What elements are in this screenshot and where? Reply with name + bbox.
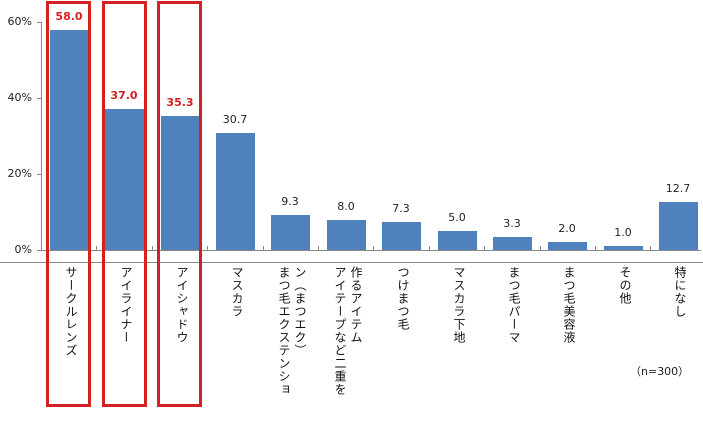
bar bbox=[382, 222, 421, 250]
bar-value-label: 2.0 bbox=[558, 222, 576, 235]
category-label: つけまつ毛 bbox=[395, 266, 411, 331]
category-label-line: つけまつ毛 bbox=[396, 266, 410, 331]
x-axis bbox=[41, 250, 701, 251]
category-label: その他 bbox=[617, 266, 633, 305]
x-tick bbox=[207, 246, 208, 250]
bar-value-label: 35.3 bbox=[166, 96, 194, 109]
x-tick bbox=[318, 246, 319, 250]
category-label-line: その他 bbox=[618, 266, 632, 305]
bar-value-label: 3.3 bbox=[503, 217, 521, 230]
bar bbox=[604, 246, 643, 250]
category-label: マスカラ下地 bbox=[451, 266, 467, 344]
category-label-line: 特になし bbox=[673, 266, 687, 318]
bar-value-label: 37.0 bbox=[110, 89, 138, 102]
category-label-line: まつ毛パーマ bbox=[507, 266, 521, 344]
y-tick bbox=[37, 250, 41, 251]
x-tick bbox=[263, 246, 264, 250]
bar bbox=[659, 202, 698, 250]
x-tick bbox=[96, 246, 97, 250]
x-tick bbox=[152, 246, 153, 250]
bar-value-label: 12.7 bbox=[665, 182, 691, 195]
x-tick bbox=[650, 246, 651, 250]
bar-value-label: 5.0 bbox=[448, 211, 466, 224]
category-label: 作るアイテム アイテープなど二重を bbox=[332, 266, 364, 396]
highlight-box bbox=[102, 1, 147, 407]
bar-value-label: 30.7 bbox=[222, 113, 248, 126]
category-label: マスカラ bbox=[229, 266, 245, 318]
category-label-line: まつ毛美容液 bbox=[562, 266, 576, 344]
bar bbox=[438, 231, 477, 250]
x-tick bbox=[484, 246, 485, 250]
y-tick bbox=[37, 98, 41, 99]
highlight-box bbox=[46, 1, 91, 407]
category-label: ン（まつエク） まつ毛エクステンショ bbox=[276, 266, 308, 396]
bar-value-label: 9.3 bbox=[281, 195, 299, 208]
y-tick-label-20: 20% bbox=[7, 167, 32, 180]
category-label: サークルレンズ bbox=[63, 266, 79, 357]
y-axis bbox=[41, 22, 42, 251]
bar-value-label: 1.0 bbox=[614, 226, 632, 239]
category-label-line: 作るアイテム bbox=[349, 266, 363, 344]
bar-value-label: 58.0 bbox=[55, 10, 83, 23]
x-tick bbox=[373, 246, 374, 250]
category-label-line: ン（まつエク） bbox=[293, 266, 307, 357]
category-label: まつ毛美容液 bbox=[561, 266, 577, 344]
sample-size-note: （n=300） bbox=[630, 365, 690, 378]
category-label: まつ毛パーマ bbox=[506, 266, 522, 344]
category-label-line: マスカラ bbox=[230, 266, 244, 318]
y-tick-label-0: 0% bbox=[14, 243, 32, 256]
x-tick bbox=[540, 246, 541, 250]
category-label-line: サークルレンズ bbox=[64, 266, 78, 357]
y-tick bbox=[37, 174, 41, 175]
highlight-box bbox=[157, 1, 202, 407]
bar bbox=[271, 215, 310, 250]
bar bbox=[216, 133, 255, 250]
x-tick bbox=[595, 246, 596, 250]
category-label-line: まつ毛エクステンショ bbox=[277, 266, 291, 396]
x-tick bbox=[429, 246, 430, 250]
bar-value-label: 7.3 bbox=[392, 202, 410, 215]
bar-value-label: 8.0 bbox=[337, 200, 355, 213]
y-tick-label-60: 60% bbox=[7, 15, 32, 28]
category-separator-line bbox=[0, 262, 703, 263]
category-label: アイライナー bbox=[118, 266, 134, 344]
bar bbox=[548, 242, 587, 250]
y-tick bbox=[37, 22, 41, 23]
bar bbox=[327, 220, 366, 250]
bar bbox=[50, 30, 89, 250]
bar bbox=[493, 237, 532, 250]
category-label-line: アイテープなど二重を bbox=[333, 266, 347, 396]
category-label-line: アイライナー bbox=[119, 266, 133, 344]
category-label-line: アイシャドウ bbox=[175, 266, 189, 344]
category-label: アイシャドウ bbox=[174, 266, 190, 344]
y-tick-label-40: 40% bbox=[7, 91, 32, 104]
bar bbox=[105, 109, 144, 250]
category-label: 特になし bbox=[672, 266, 688, 318]
category-label-line: マスカラ下地 bbox=[452, 266, 466, 344]
bar bbox=[161, 116, 200, 250]
